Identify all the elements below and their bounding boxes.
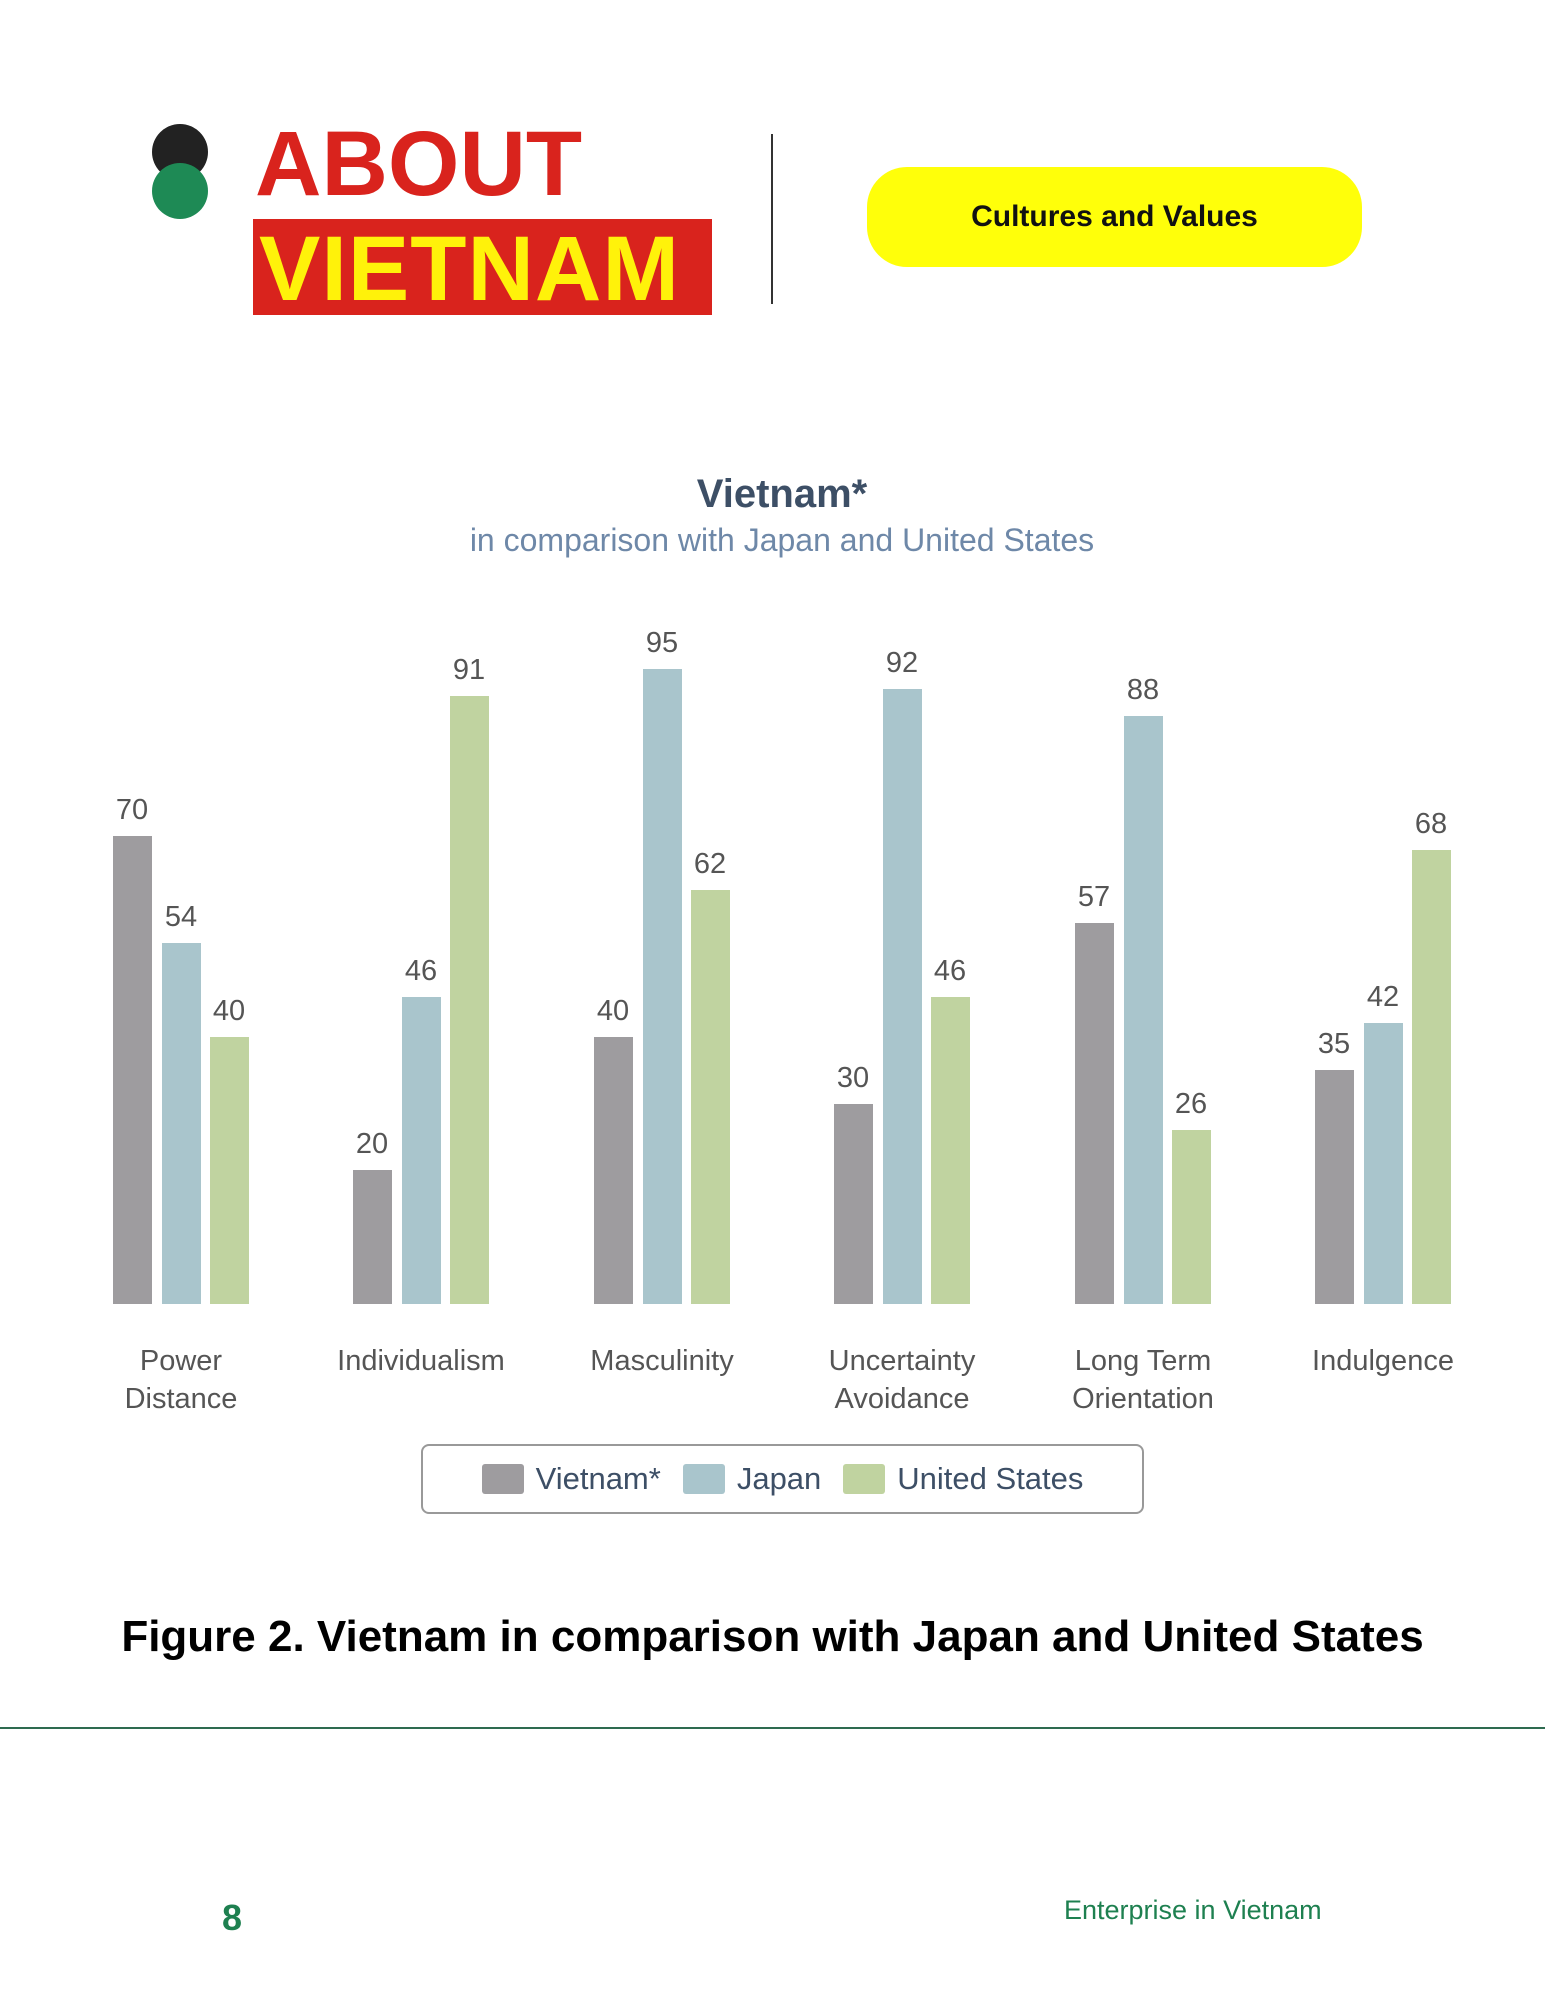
bar — [1314, 1070, 1354, 1304]
page-number: 8 — [222, 1897, 243, 1938]
data-label: 35 — [1317, 1028, 1351, 1061]
bar — [352, 1170, 392, 1304]
rule — [0, 1727, 1545, 1729]
legend-item: Japan — [682, 1461, 822, 1497]
bar — [1171, 1130, 1211, 1304]
legend: Vietnam* Japan United States — [421, 1444, 1144, 1514]
data-label: 30 — [836, 1061, 870, 1094]
data-label: 40 — [212, 994, 246, 1027]
title-line: VIETNAM — [259, 218, 680, 320]
divider — [771, 134, 773, 304]
data-label: 88 — [1126, 674, 1160, 707]
bar — [161, 943, 201, 1304]
chart-title: Vietnam* — [696, 472, 868, 516]
bar — [1074, 923, 1114, 1304]
data-label: 57 — [1077, 881, 1111, 914]
bar — [1363, 1023, 1403, 1304]
x-tick-label: Long Term Orientation — [1072, 1345, 1214, 1415]
bar — [642, 669, 682, 1304]
data-label: 46 — [933, 954, 967, 987]
chart-subtitle: in comparison with Japan and United Stat… — [469, 522, 1095, 558]
bar — [1411, 849, 1451, 1304]
legend-swatch — [682, 1464, 725, 1494]
bar — [112, 836, 152, 1304]
data-label: 20 — [355, 1128, 389, 1161]
data-label: 26 — [1174, 1088, 1208, 1121]
legend-item: United States — [843, 1461, 1083, 1497]
x-tick-label: Indulgence — [1312, 1345, 1454, 1377]
data-label: 92 — [885, 647, 919, 680]
bar — [401, 996, 441, 1304]
data-label: 46 — [404, 954, 438, 987]
legend-swatch — [843, 1464, 886, 1494]
bar — [449, 696, 489, 1304]
x-tick-label: Masculinity — [590, 1345, 734, 1377]
bar — [1123, 716, 1163, 1304]
legend-label: Japan — [736, 1461, 822, 1496]
x-tick-label: Individualism — [337, 1345, 505, 1377]
bar — [930, 996, 970, 1304]
data-label: 70 — [115, 794, 149, 827]
data-label: 42 — [1366, 981, 1400, 1014]
chart: Vietnam* in comparison with Japan and Un… — [112, 472, 1454, 1514]
data-label: 95 — [645, 627, 679, 660]
legend-label: United States — [897, 1461, 1084, 1496]
title-line: ABOUT — [255, 113, 583, 215]
legend-swatch — [481, 1464, 524, 1494]
caption: Figure 2. Vietnam in comparison with Jap… — [121, 1612, 1424, 1661]
data-label: 40 — [596, 994, 630, 1027]
data-label: 62 — [693, 847, 727, 880]
data-label: 91 — [452, 654, 486, 687]
data-label: 68 — [1414, 807, 1448, 840]
title-box — [253, 219, 712, 315]
logo-dot — [152, 163, 208, 219]
legend-label: Vietnam* — [535, 1461, 661, 1496]
data-label: 54 — [164, 901, 198, 934]
x-tick-label: Power Distance — [124, 1345, 238, 1415]
bar — [833, 1103, 873, 1304]
bar — [690, 889, 730, 1304]
bar — [209, 1036, 249, 1304]
bar — [593, 1036, 633, 1304]
legend-item: Vietnam* — [481, 1461, 661, 1497]
footer-text: Enterprise in Vietnam — [1064, 1895, 1322, 1925]
section-tag: Cultures and Values — [867, 167, 1362, 267]
x-tick-label: Uncertainty Avoidance — [828, 1345, 976, 1415]
bar — [882, 689, 922, 1304]
